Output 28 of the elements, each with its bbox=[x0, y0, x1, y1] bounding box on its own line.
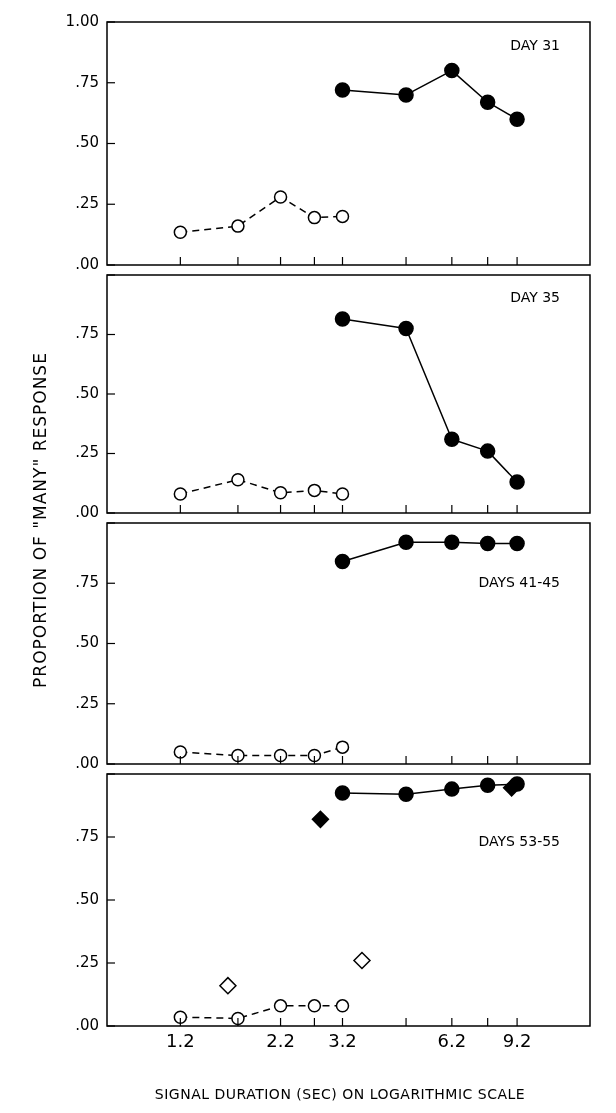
x-tick-label: 3.2 bbox=[328, 1030, 357, 1052]
y-tick-label: 1.00 bbox=[65, 11, 99, 30]
y-tick-label: .00 bbox=[75, 753, 99, 772]
annotation: DAYS 53-55 bbox=[478, 832, 560, 849]
y-tick-label: .75 bbox=[75, 324, 99, 343]
y-tick-label: .75 bbox=[75, 826, 99, 845]
y-tick-label: .75 bbox=[75, 72, 99, 91]
y-tick-label: .25 bbox=[75, 952, 99, 971]
y-tick-label: .00 bbox=[75, 502, 99, 521]
y-tick-label: .50 bbox=[75, 133, 99, 152]
annotation: DAYS 41-45 bbox=[478, 573, 560, 590]
x-tick-label: 2.2 bbox=[266, 1030, 295, 1052]
x-axis-title: SIGNAL DURATION (SEC) ON LOGARITHMIC SCALE bbox=[153, 1086, 527, 1102]
annotation: DAY 35 bbox=[510, 289, 560, 306]
y-tick-label: .25 bbox=[75, 443, 99, 462]
x-tick-label: 9.2 bbox=[502, 1030, 532, 1052]
x-tick-label: 6.2 bbox=[437, 1030, 467, 1052]
y-tick-label: .50 bbox=[75, 633, 99, 652]
y-tick-label: .00 bbox=[75, 1015, 99, 1034]
x-tick-label: 1.2 bbox=[166, 1030, 195, 1052]
annotation: DAY 31 bbox=[510, 36, 560, 53]
y-tick-label: .00 bbox=[75, 254, 99, 273]
y-tick-label: .25 bbox=[75, 693, 99, 712]
y-tick-label: .50 bbox=[75, 383, 99, 402]
y-tick-label: .75 bbox=[75, 573, 99, 592]
y-axis-title: PROPORTION OF "MANY" RESPONSE bbox=[29, 351, 51, 690]
y-tick-label: .25 bbox=[75, 194, 99, 213]
y-tick-label: .50 bbox=[75, 889, 99, 908]
